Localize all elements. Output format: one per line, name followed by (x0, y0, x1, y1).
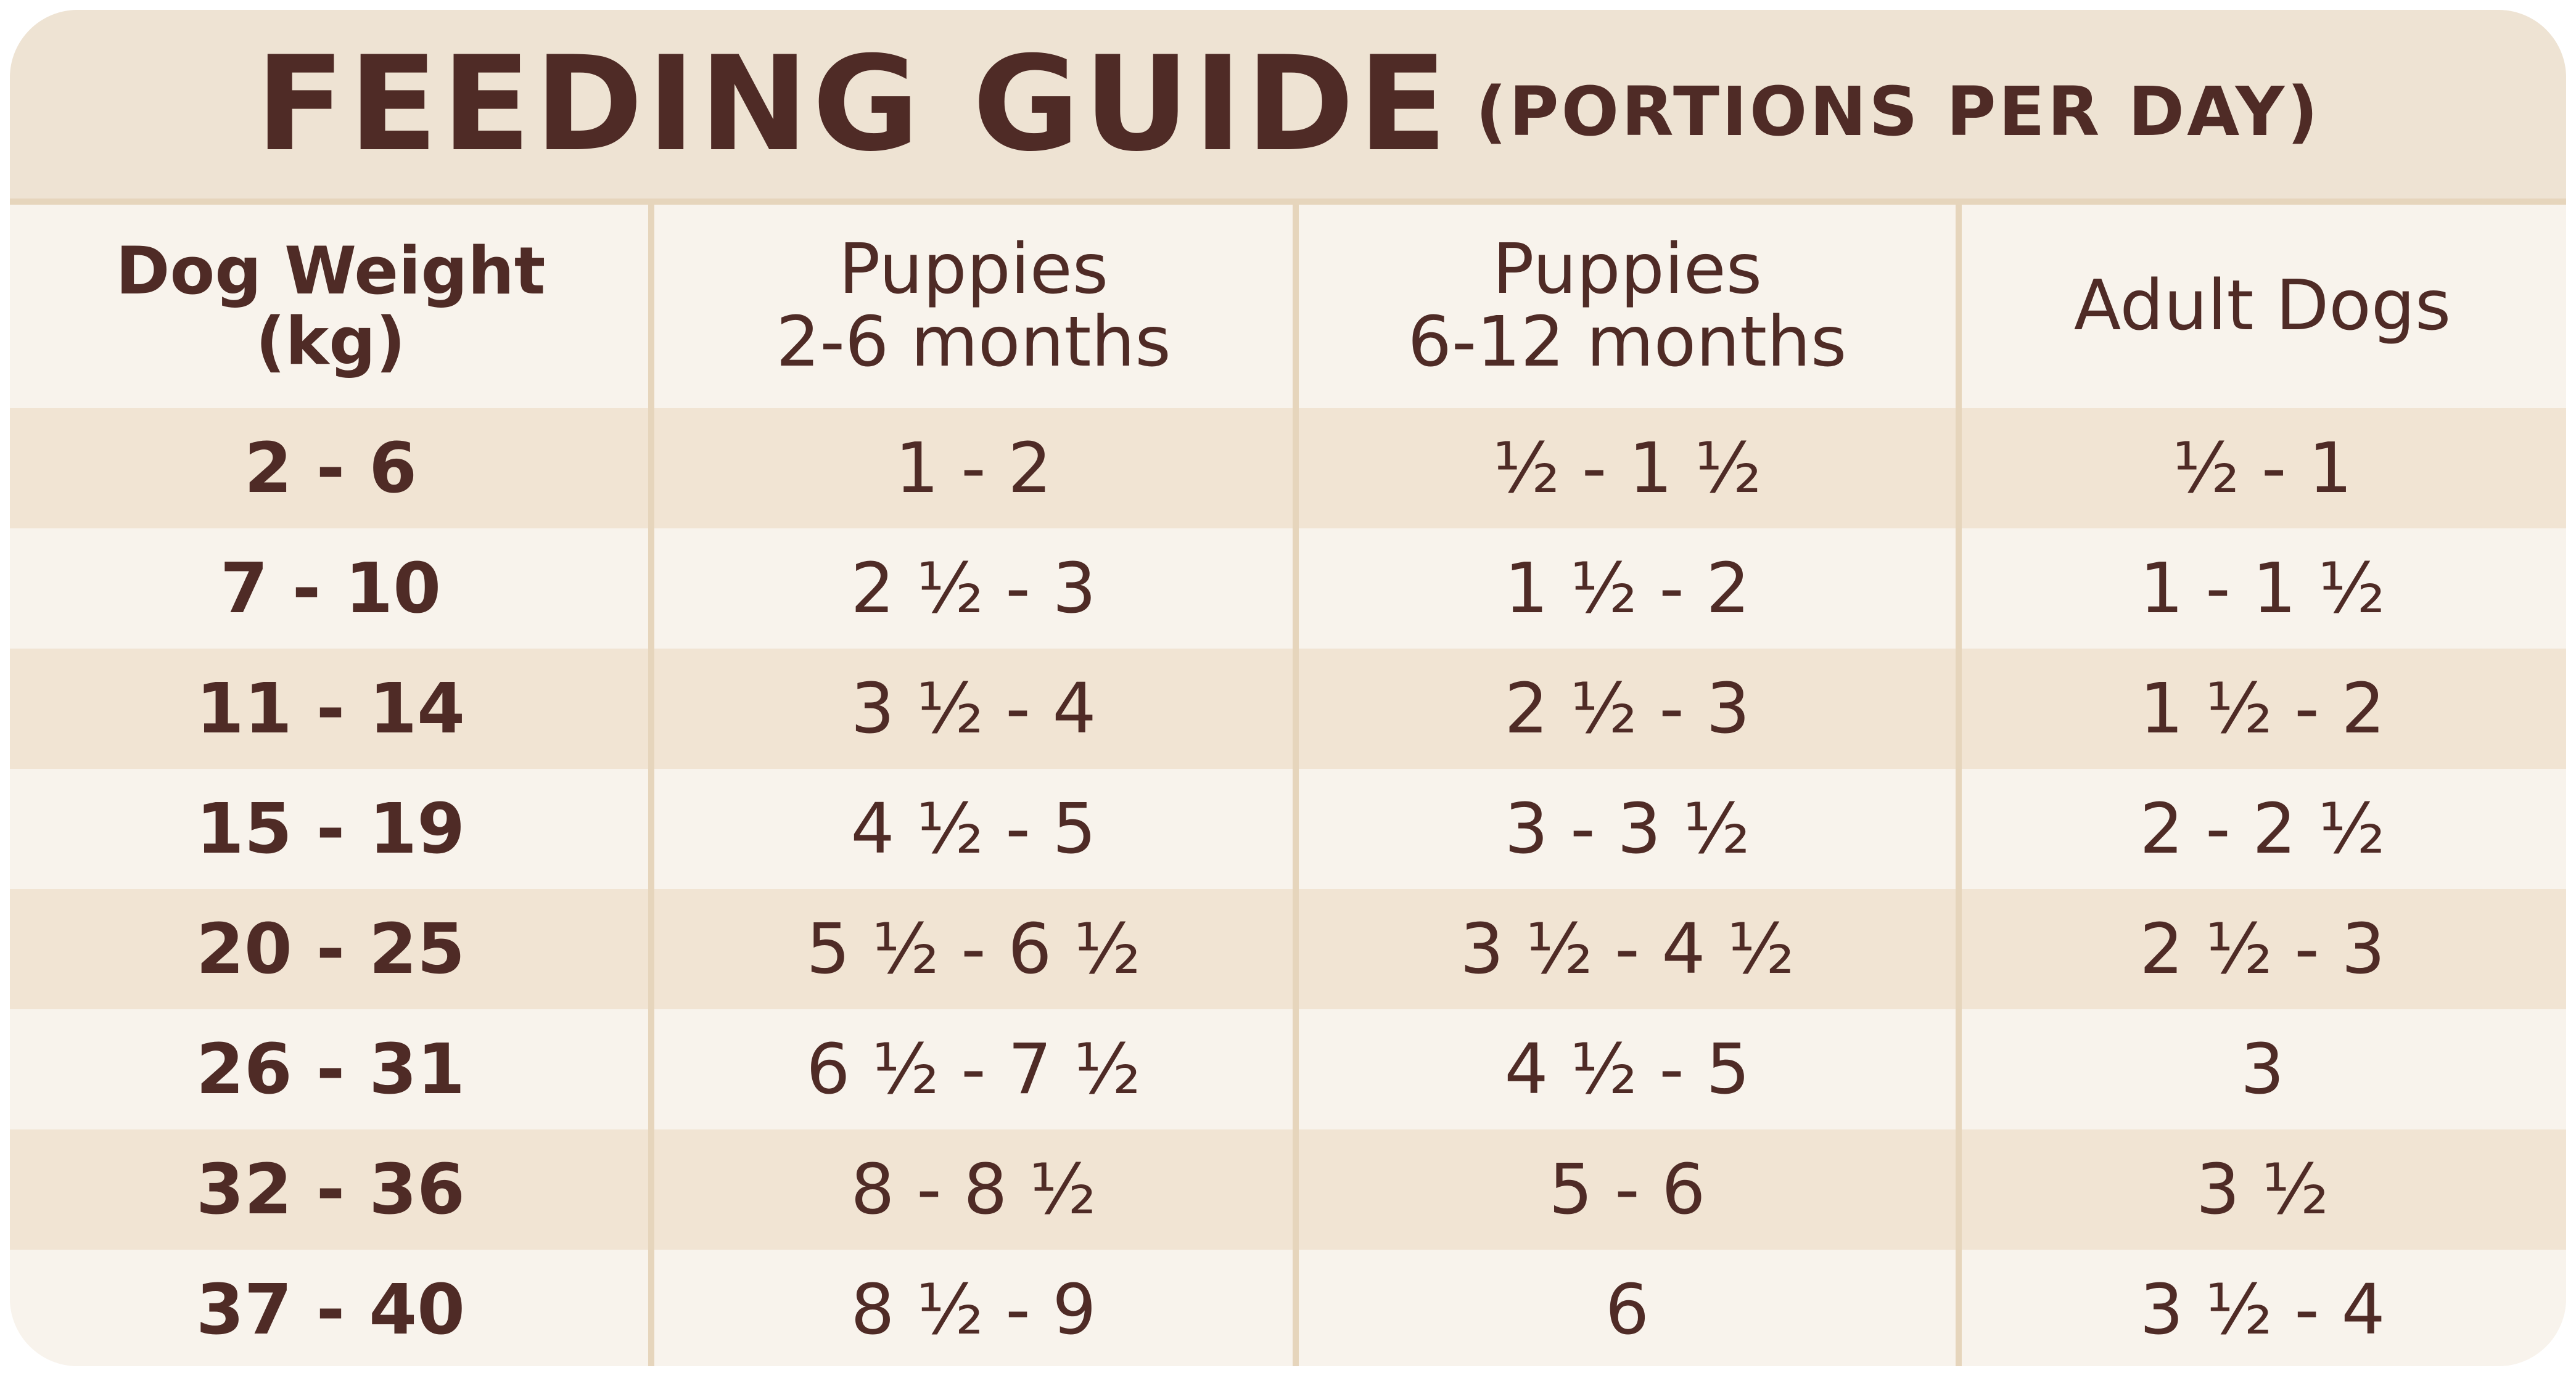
column-divider (1293, 205, 1299, 1366)
table-row: 32 - 36 8 - 8 ½ 5 - 6 3 ½ (10, 1129, 2566, 1250)
table-row: 11 - 14 3 ½ - 4 2 ½ - 3 1 ½ - 2 (10, 649, 2566, 769)
puppies-6-12-cell: 5 - 6 (1549, 1149, 1706, 1230)
feeding-table: Dog Weight (kg) Puppies 2-6 months Puppies… (10, 205, 2566, 1366)
weight-cell: 32 - 36 (195, 1149, 466, 1230)
weight-cell: 37 - 40 (195, 1269, 466, 1350)
puppies-2-6-cell: 2 ½ - 3 (850, 548, 1097, 629)
column-header-puppies-6-12: Puppies 6-12 months (1407, 229, 1847, 382)
puppies-2-6-cell: 1 - 2 (895, 428, 1052, 509)
table-row: 37 - 40 8 ½ - 9 6 3 ½ - 4 (10, 1250, 2566, 1366)
adult-cell: 3 ½ (2195, 1149, 2329, 1230)
column-header-weight: Dog Weight (kg) (115, 232, 546, 379)
feeding-guide-card: FEEDING GUIDE (PORTIONS PER DAY) Dog Wei… (10, 10, 2566, 1366)
column-header-puppies-2-6: Puppies 2-6 months (776, 229, 1171, 382)
page-title: FEEDING GUIDE (255, 28, 1451, 180)
table-row: 15 - 19 4 ½ - 5 3 - 3 ½ 2 - 2 ½ (10, 769, 2566, 889)
table-row: 26 - 31 6 ½ - 7 ½ 4 ½ - 5 3 (10, 1009, 2566, 1129)
adult-cell: ½ - 1 (2172, 428, 2353, 509)
adult-cell: 2 - 2 ½ (2139, 789, 2385, 869)
table-row: 7 - 10 2 ½ - 3 1 ½ - 2 1 - 1 ½ (10, 528, 2566, 649)
table-row: 20 - 25 5 ½ - 6 ½ 3 ½ - 4 ½ 2 ½ - 3 (10, 889, 2566, 1009)
weight-cell: 15 - 19 (195, 789, 466, 869)
page-subtitle: (PORTIONS PER DAY) (1475, 72, 2321, 151)
column-divider (1956, 205, 1962, 1366)
puppies-2-6-cell: 8 ½ - 9 (850, 1269, 1097, 1350)
adult-cell: 1 ½ - 2 (2139, 668, 2385, 749)
puppies-6-12-cell: 3 ½ - 4 ½ (1460, 909, 1795, 990)
column-header-adult-dogs: Adult Dogs (2073, 266, 2451, 346)
puppies-6-12-cell: 3 - 3 ½ (1504, 789, 1750, 869)
title-banner: FEEDING GUIDE (PORTIONS PER DAY) (10, 10, 2566, 205)
puppies-6-12-cell: 6 (1605, 1269, 1650, 1350)
column-divider (648, 205, 654, 1366)
puppies-6-12-cell: 4 ½ - 5 (1504, 1029, 1750, 1110)
weight-cell: 2 - 6 (244, 428, 418, 509)
weight-cell: 7 - 10 (220, 548, 442, 629)
adult-cell: 1 - 1 ½ (2139, 548, 2385, 629)
puppies-2-6-cell: 3 ½ - 4 (850, 668, 1097, 749)
weight-cell: 11 - 14 (195, 668, 466, 749)
table-header-row: Dog Weight (kg) Puppies 2-6 months Puppies… (10, 205, 2566, 408)
puppies-2-6-cell: 5 ½ - 6 ½ (806, 909, 1141, 990)
puppies-6-12-cell: 1 ½ - 2 (1504, 548, 1750, 629)
puppies-6-12-cell: ½ - 1 ½ (1492, 428, 1762, 509)
weight-cell: 20 - 25 (195, 909, 466, 990)
adult-cell: 3 ½ - 4 (2139, 1269, 2385, 1350)
adult-cell: 2 ½ - 3 (2139, 909, 2385, 990)
table-row: 2 - 6 1 - 2 ½ - 1 ½ ½ - 1 (10, 408, 2566, 528)
puppies-6-12-cell: 2 ½ - 3 (1504, 668, 1750, 749)
weight-cell: 26 - 31 (195, 1029, 466, 1110)
puppies-2-6-cell: 6 ½ - 7 ½ (806, 1029, 1141, 1110)
puppies-2-6-cell: 4 ½ - 5 (850, 789, 1097, 869)
adult-cell: 3 (2240, 1029, 2285, 1110)
puppies-2-6-cell: 8 - 8 ½ (850, 1149, 1097, 1230)
